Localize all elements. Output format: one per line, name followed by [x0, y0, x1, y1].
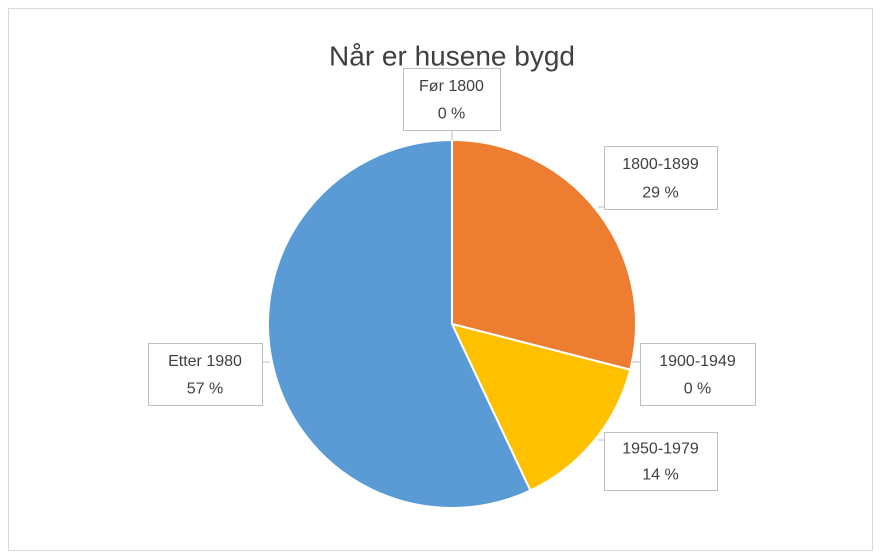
- value-label: 0 %: [684, 381, 712, 398]
- label-box: [640, 343, 756, 406]
- value-label: 29 %: [642, 184, 678, 201]
- value-label: 14 %: [642, 467, 678, 484]
- category-label: 1900-1949: [659, 353, 736, 370]
- label-box: [604, 146, 718, 210]
- category-label: Før 1800: [419, 78, 484, 95]
- pie-slice: [267, 138, 532, 509]
- value-label: 0 %: [438, 106, 466, 123]
- category-label: Etter 1980: [168, 353, 242, 370]
- value-label: 57 %: [187, 381, 223, 398]
- label-box: [403, 68, 501, 131]
- chart-title: Når er husene bygd: [329, 40, 575, 71]
- category-label: 1950-1979: [622, 441, 699, 458]
- pie-slice: [451, 138, 637, 371]
- label-box: [148, 343, 263, 406]
- pie-slice: [450, 322, 632, 492]
- label-box: [604, 432, 718, 491]
- category-label: 1800-1899: [622, 156, 699, 173]
